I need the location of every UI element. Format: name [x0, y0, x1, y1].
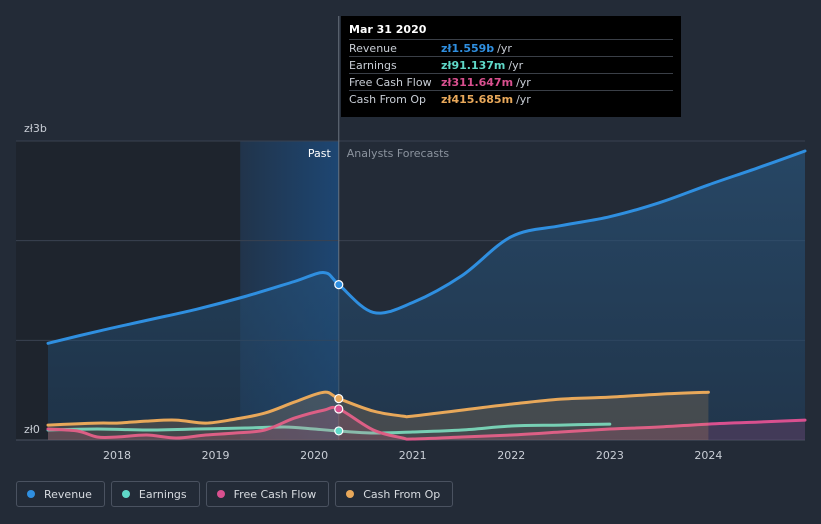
earnings-line: [46, 422, 612, 435]
cash-from-op-area: [48, 392, 709, 440]
x-tick-label: 2024: [694, 449, 722, 462]
tooltip-label: Free Cash Flow: [349, 75, 432, 89]
tooltip-unit: /yr: [508, 58, 524, 72]
legend-label: Revenue: [44, 487, 92, 501]
cash-from-op-line: [46, 390, 710, 427]
tooltip-value: zł415.685m: [441, 92, 514, 106]
x-tick-label: 2021: [399, 449, 427, 462]
y-tick-label: zł0: [24, 423, 40, 436]
legend-item-earnings[interactable]: Earnings: [110, 481, 200, 507]
revenue-dot-icon: [27, 490, 35, 498]
earnings-marker: [334, 426, 344, 436]
legend-item-free-cash-flow[interactable]: Free Cash Flow: [205, 481, 330, 507]
tooltip-unit: /yr: [516, 92, 531, 106]
revenue-line: [46, 149, 807, 345]
tooltip: Mar 31 2020 Revenue zł1.559b /yr Earning…: [341, 16, 681, 117]
free-cash-flow-marker: [334, 404, 344, 414]
x-tick-label: 2023: [596, 449, 624, 462]
tooltip-value: zł311.647m: [441, 75, 514, 89]
free-cash-flow-dot-icon: [216, 490, 225, 498]
cash-from-op-marker: [334, 393, 344, 404]
x-tick-label: 2019: [202, 449, 230, 462]
y-tick-label: zł3b: [24, 122, 47, 135]
tooltip-date: Mar 31 2020: [349, 23, 427, 36]
legend-item-revenue[interactable]: Revenue: [16, 481, 105, 507]
forecast-label: Analysts Forecasts: [347, 147, 450, 160]
tooltip-label: Cash From Op: [349, 92, 427, 106]
free-cash-flow-area: [48, 407, 805, 440]
tooltip-unit: /yr: [497, 41, 512, 55]
legend-item-cash-from-op[interactable]: Cash From Op: [335, 481, 454, 507]
revenue-marker: [334, 280, 344, 290]
tooltip-value: zł1.559b: [441, 41, 495, 55]
tooltip-label: Earnings: [349, 58, 397, 72]
legend-label: Earnings: [138, 487, 187, 501]
x-tick-label: 2020: [300, 449, 328, 462]
tooltip-row-free-cash-flow: Free Cash Flow zł311.647m /yr: [349, 73, 673, 90]
legend-label: Free Cash Flow: [233, 487, 317, 501]
past-label: Past: [308, 147, 332, 160]
tooltip-row-revenue: Revenue zł1.559b /yr: [349, 39, 673, 56]
earnings-dot-icon: [121, 490, 130, 498]
x-tick-label: 2022: [497, 449, 525, 462]
cash-from-op-dot-icon: [346, 490, 355, 498]
tooltip-row-earnings: Earnings zł91.137m /yr: [349, 56, 673, 73]
tooltip-label: Revenue: [349, 41, 397, 55]
tooltip-value: zł91.137m: [441, 58, 506, 72]
x-tick-label: 2018: [103, 449, 131, 462]
legend: Revenue Earnings Free Cash Flow Cash Fro…: [16, 481, 454, 507]
tooltip-unit: /yr: [516, 75, 531, 89]
tooltip-row-cash-from-op: Cash From Op zł415.685m /yr: [349, 90, 673, 107]
revenue-area: [48, 151, 805, 440]
legend-label: Cash From Op: [363, 487, 441, 501]
